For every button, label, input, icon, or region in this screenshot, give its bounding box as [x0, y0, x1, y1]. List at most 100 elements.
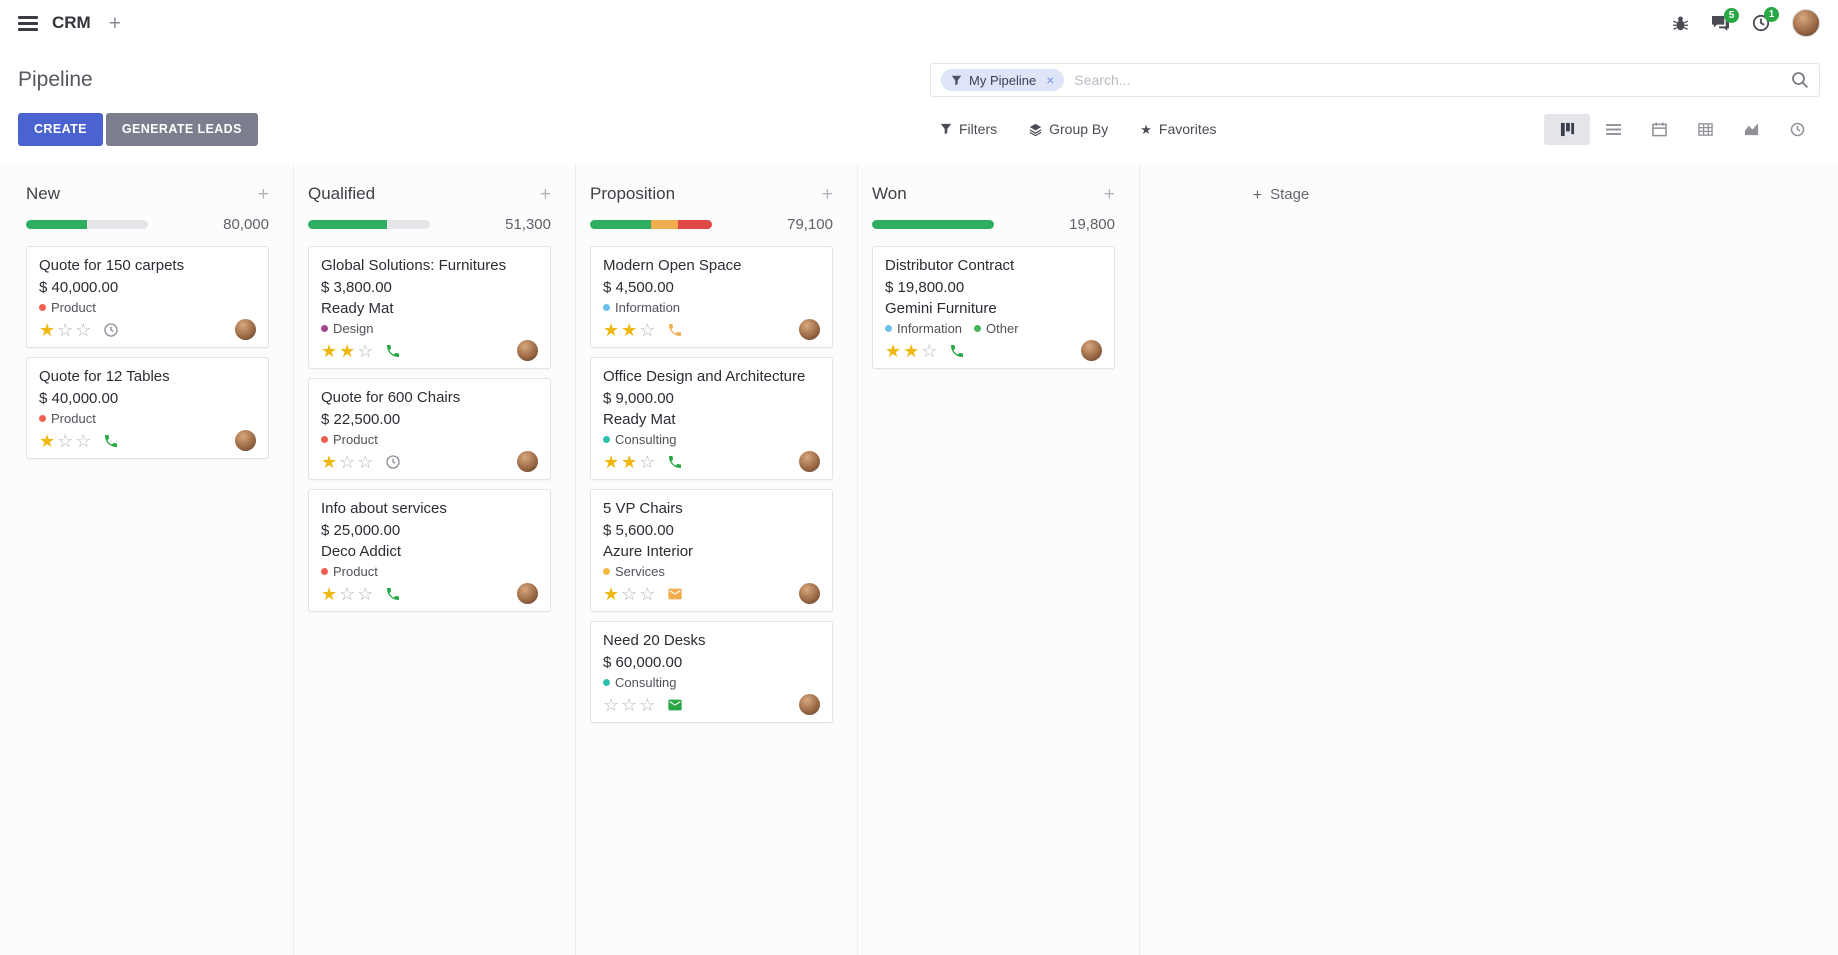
- priority-star-icon[interactable]: ★: [39, 430, 58, 451]
- activity-clock-icon[interactable]: [385, 454, 401, 470]
- priority-star-icon[interactable]: ☆: [639, 694, 658, 715]
- activity-phone-icon[interactable]: [667, 454, 683, 470]
- priority-stars[interactable]: ★★☆: [603, 453, 657, 471]
- priority-star-icon[interactable]: ☆: [339, 451, 358, 472]
- priority-stars[interactable]: ★☆☆: [39, 432, 93, 450]
- salesperson-avatar[interactable]: [517, 451, 538, 472]
- card-title[interactable]: Quote for 150 carpets: [39, 257, 185, 274]
- kanban-card[interactable]: Quote for 150 carpets $ 40,000.00 Product…: [26, 246, 269, 348]
- priority-star-icon[interactable]: ☆: [357, 340, 376, 361]
- priority-stars[interactable]: ★☆☆: [39, 321, 93, 339]
- search-bar[interactable]: My Pipeline ×: [930, 63, 1820, 97]
- priority-star-icon[interactable]: ☆: [639, 451, 658, 472]
- activity-envelope-icon[interactable]: [667, 697, 683, 713]
- card-title[interactable]: Need 20 Desks: [603, 632, 706, 649]
- priority-star-icon[interactable]: ★: [339, 340, 358, 361]
- card-title[interactable]: 5 VP Chairs: [603, 500, 683, 517]
- column-progressbar[interactable]: [308, 220, 430, 229]
- app-name[interactable]: CRM: [52, 13, 91, 32]
- kanban-card[interactable]: Distributor Contract $ 19,800.00 Gemini F…: [872, 246, 1115, 369]
- view-pivot-button[interactable]: [1682, 114, 1728, 145]
- search-icon[interactable]: [1791, 71, 1809, 89]
- activities-clock-icon[interactable]: 1: [1752, 7, 1779, 32]
- salesperson-avatar[interactable]: [799, 451, 820, 472]
- priority-star-icon[interactable]: ☆: [357, 583, 376, 604]
- priority-stars[interactable]: ★☆☆: [603, 585, 657, 603]
- priority-star-icon[interactable]: ★: [603, 319, 622, 340]
- user-avatar[interactable]: [1792, 9, 1820, 37]
- view-calendar-button[interactable]: [1636, 114, 1682, 145]
- create-button[interactable]: CREATE: [18, 112, 103, 146]
- card-title[interactable]: Quote for 600 Chairs: [321, 389, 461, 406]
- column-title[interactable]: New: [26, 184, 61, 203]
- activity-envelope-icon[interactable]: [667, 586, 683, 602]
- salesperson-avatar[interactable]: [799, 694, 820, 715]
- kanban-card[interactable]: 5 VP Chairs $ 5,600.00 Azure Interior Serv…: [590, 489, 833, 612]
- salesperson-avatar[interactable]: [235, 319, 256, 340]
- card-title[interactable]: Quote for 12 Tables: [39, 368, 170, 385]
- kanban-card[interactable]: Info about services $ 25,000.00 Deco Addi…: [308, 489, 551, 612]
- group-by-button[interactable]: Group By: [1029, 121, 1108, 137]
- search-input[interactable]: [1074, 72, 1791, 88]
- card-title[interactable]: Info about services: [321, 500, 447, 517]
- column-quick-add-icon[interactable]: +: [821, 183, 833, 205]
- facet-remove-icon[interactable]: ×: [1046, 72, 1055, 88]
- card-title[interactable]: Global Solutions: Furnitures: [321, 257, 507, 274]
- card-title[interactable]: Modern Open Space: [603, 257, 742, 274]
- column-quick-add-icon[interactable]: +: [539, 183, 551, 205]
- priority-star-icon[interactable]: ☆: [75, 430, 94, 451]
- nav-add-icon[interactable]: +: [108, 11, 121, 35]
- priority-stars[interactable]: ☆☆☆: [603, 696, 657, 714]
- priority-star-icon[interactable]: ★: [621, 319, 640, 340]
- priority-stars[interactable]: ★☆☆: [321, 585, 375, 603]
- priority-star-icon[interactable]: ☆: [621, 694, 640, 715]
- priority-star-icon[interactable]: ☆: [75, 319, 94, 340]
- column-title[interactable]: Proposition: [590, 184, 676, 203]
- view-list-button[interactable]: [1590, 114, 1636, 145]
- kanban-card[interactable]: Need 20 Desks $ 60,000.00 Consulting ☆☆☆: [590, 621, 833, 723]
- kanban-card[interactable]: Office Design and Architecture $ 9,000.0…: [590, 357, 833, 480]
- priority-star-icon[interactable]: ☆: [603, 694, 622, 715]
- activity-phone-icon[interactable]: [667, 322, 683, 338]
- salesperson-avatar[interactable]: [799, 583, 820, 604]
- priority-stars[interactable]: ★★☆: [321, 342, 375, 360]
- priority-star-icon[interactable]: ☆: [921, 340, 940, 361]
- activity-phone-icon[interactable]: [103, 433, 119, 449]
- view-kanban-button[interactable]: [1544, 113, 1590, 145]
- priority-star-icon[interactable]: ☆: [339, 583, 358, 604]
- kanban-card[interactable]: Modern Open Space $ 4,500.00 Information …: [590, 246, 833, 348]
- priority-star-icon[interactable]: ★: [621, 451, 640, 472]
- salesperson-avatar[interactable]: [517, 340, 538, 361]
- priority-star-icon[interactable]: ★: [603, 451, 622, 472]
- card-title[interactable]: Distributor Contract: [885, 257, 1015, 274]
- card-title[interactable]: Office Design and Architecture: [603, 368, 806, 385]
- bug-icon[interactable]: [1672, 15, 1689, 32]
- priority-star-icon[interactable]: ★: [885, 340, 904, 361]
- filters-button[interactable]: Filters: [940, 121, 997, 137]
- view-activity-button[interactable]: [1774, 114, 1820, 145]
- column-progressbar[interactable]: [590, 220, 712, 229]
- activity-phone-icon[interactable]: [385, 586, 401, 602]
- kanban-card[interactable]: Quote for 600 Chairs $ 22,500.00 Product …: [308, 378, 551, 480]
- apps-menu-icon[interactable]: [18, 15, 38, 31]
- messages-icon[interactable]: 5: [1711, 7, 1739, 32]
- column-quick-add-icon[interactable]: +: [257, 183, 269, 205]
- kanban-card[interactable]: Global Solutions: Furnitures $ 3,800.00 R…: [308, 246, 551, 369]
- priority-star-icon[interactable]: ☆: [639, 319, 658, 340]
- column-progressbar[interactable]: [872, 220, 994, 229]
- activity-phone-icon[interactable]: [385, 343, 401, 359]
- view-graph-button[interactable]: [1728, 114, 1774, 145]
- activity-clock-icon[interactable]: [103, 322, 119, 338]
- column-title[interactable]: Qualified: [308, 184, 376, 203]
- kanban-card[interactable]: Quote for 12 Tables $ 40,000.00 Product ★…: [26, 357, 269, 459]
- column-quick-add-icon[interactable]: +: [1103, 183, 1115, 205]
- priority-star-icon[interactable]: ★: [321, 451, 340, 472]
- column-title[interactable]: Won: [872, 184, 907, 203]
- salesperson-avatar[interactable]: [235, 430, 256, 451]
- priority-star-icon[interactable]: ★: [321, 340, 340, 361]
- salesperson-avatar[interactable]: [1081, 340, 1102, 361]
- priority-star-icon[interactable]: ☆: [57, 430, 76, 451]
- priority-star-icon[interactable]: ☆: [357, 451, 376, 472]
- generate-leads-button[interactable]: GENERATE LEADS: [105, 112, 258, 146]
- priority-star-icon[interactable]: ★: [603, 583, 622, 604]
